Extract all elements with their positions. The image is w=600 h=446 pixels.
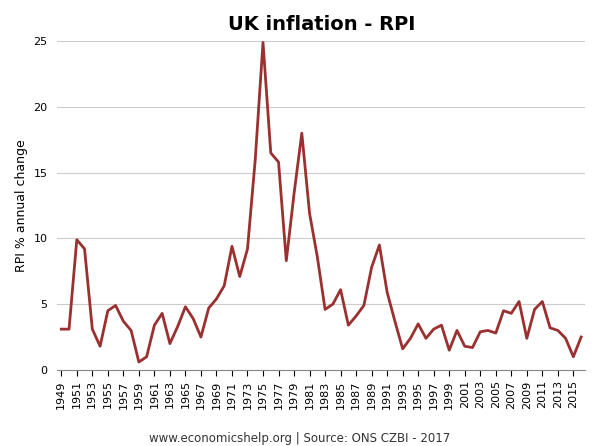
Title: UK inflation - RPI: UK inflation - RPI [227,15,415,34]
Y-axis label: RPI % annual change: RPI % annual change [15,139,28,272]
Text: www.economicshelp.org | Source: ONS CZBI - 2017: www.economicshelp.org | Source: ONS CZBI… [149,432,451,445]
